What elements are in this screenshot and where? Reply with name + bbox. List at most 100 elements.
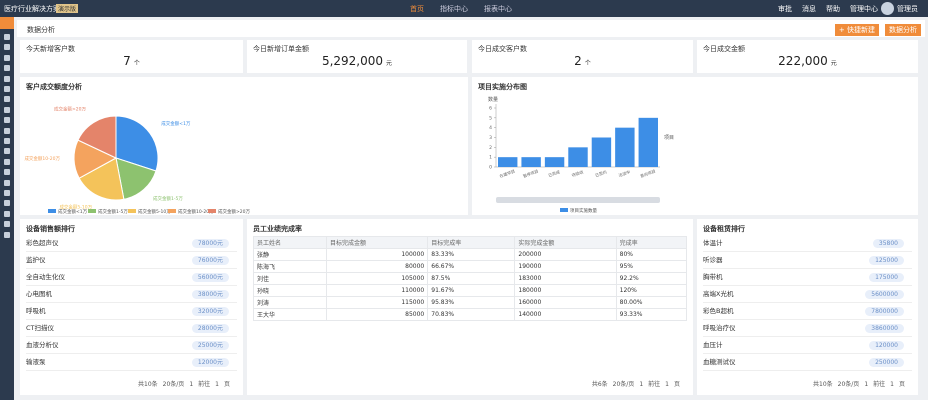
x-tick-label: 意向项目	[639, 168, 656, 179]
pager-item: 1	[864, 381, 868, 388]
kpi-card: 今天新增客户数7个	[20, 40, 243, 73]
pager-item: 前往	[648, 381, 660, 388]
pager[interactable]: 共6条20条/页1前往1页	[592, 379, 685, 388]
pager-item: 1	[215, 381, 219, 388]
slice-label: 成交金额10-20万	[24, 155, 60, 162]
pie-panel: 客户成交额度分析 成交金额<1万成交金额<1万成交金额1-5万成交金额1-5万成…	[20, 77, 468, 215]
column-header: 实际完成金额	[515, 237, 616, 249]
item-name: 彩色超声仪	[26, 239, 59, 247]
list-row: 心电图机38000元	[26, 286, 237, 303]
item-value: 78000元	[192, 239, 229, 248]
item-value: 5600000	[865, 290, 904, 299]
item-value: 12000元	[192, 358, 229, 367]
action[interactable]: 帮助	[826, 4, 840, 14]
kpi-value-wrap: 222,000元	[697, 54, 918, 68]
action[interactable]: 消息	[802, 4, 816, 14]
item-name: 监护仪	[26, 256, 46, 264]
sidebar-icon	[4, 169, 10, 175]
cell: 87.5%	[428, 273, 515, 285]
table-row: 刘佳10500087.5%18300092.2%	[254, 273, 687, 285]
sidebar	[0, 17, 14, 400]
bar	[568, 147, 587, 167]
item-name: 胸带机	[703, 273, 723, 281]
sidebar-icon	[4, 86, 10, 92]
cell: 80.00%	[616, 297, 686, 309]
button[interactable]: 数据分析	[885, 24, 921, 36]
panel-title: 设备销售额排行	[26, 224, 75, 234]
pager-item: 页	[674, 381, 680, 388]
badge: 演示版	[56, 4, 78, 13]
nav-item[interactable]: 首页	[410, 4, 424, 14]
pager[interactable]: 共10条20条/页1前往1页	[813, 379, 910, 388]
list-row: 呼吸治疗仪 3860000	[703, 320, 912, 337]
kpi-unit: 个	[585, 60, 591, 67]
pager-item: 20条/页	[838, 381, 860, 388]
bar	[545, 157, 564, 167]
kpi-label: 今天新增客户数	[26, 44, 75, 54]
cell: 80%	[616, 249, 686, 261]
pager[interactable]: 共10条20条/页1前往1页	[138, 379, 235, 388]
item-name: CT扫描仪	[26, 324, 54, 332]
pager-item: 1	[665, 381, 669, 388]
item-value: 3860000	[865, 324, 904, 333]
list-row: 血压计120000	[703, 337, 912, 354]
kpi-value-wrap: 2个	[472, 54, 693, 68]
button[interactable]: + 快捷新建	[835, 24, 879, 36]
sidebar-icon	[4, 221, 10, 227]
pager-item: 前往	[198, 381, 210, 388]
list-row: 高端X光机 5600000	[703, 286, 912, 303]
sidebar-icon	[4, 65, 10, 71]
cell: 160000	[515, 297, 616, 309]
list-row: 血液分析仪25000元	[26, 337, 237, 354]
cell: 100000	[327, 249, 428, 261]
legend-swatch	[48, 209, 56, 213]
y-tick-label: 6	[489, 106, 492, 112]
avatar[interactable]	[881, 2, 894, 15]
item-value: 25000元	[192, 341, 229, 350]
list-row: 彩色B超机7800000	[703, 303, 912, 320]
nav: 首页 指标中心 报表中心	[410, 4, 512, 14]
bar	[639, 118, 658, 167]
item-name: 呼吸治疗仪	[703, 324, 736, 332]
slice-label: 成交金额5-10万	[59, 204, 92, 211]
x-tick-label: 在建项目	[498, 168, 515, 179]
sidebar-icon	[4, 211, 10, 217]
x-tick-label: 已签约	[594, 168, 607, 178]
column-header: 目标完成金额	[327, 237, 428, 249]
action[interactable]: 管理中心	[850, 4, 878, 14]
cell: 95%	[616, 261, 686, 273]
sidebar-active[interactable]	[0, 17, 14, 29]
bar-panel: 项目实施分布图 0123456数量项目在建项目暂停项目已完成待验收已签约洽谈中意…	[472, 77, 918, 215]
slice-label: 成交金额1-5万	[153, 195, 183, 202]
x-tick-label: 洽谈中	[618, 168, 631, 178]
panel-title: 员工业绩完成率	[253, 224, 302, 234]
cell: 70.83%	[428, 309, 515, 321]
item-value: 38000元	[192, 290, 229, 299]
bar	[592, 138, 611, 168]
y-tick-label: 0	[489, 165, 492, 171]
kpi-label: 今日新增订单金额	[253, 44, 309, 54]
nav-item[interactable]: 指标中心	[440, 4, 468, 14]
pager-item: 共10条	[138, 381, 158, 388]
cell: 95.83%	[428, 297, 515, 309]
item-name: 高端X光机	[703, 290, 733, 298]
item-name: 呼吸机	[26, 307, 46, 315]
kpi-unit: 元	[831, 60, 837, 67]
pager-item: 1	[639, 381, 643, 388]
item-name: 血压计	[703, 341, 723, 349]
item-value: 56000元	[192, 273, 229, 282]
user[interactable]: 管理员	[897, 4, 918, 14]
item-value: 125000	[869, 256, 904, 265]
slice-label: 成交金额>20万	[54, 106, 86, 113]
kpi-value: 7	[123, 54, 131, 68]
pager-item: 页	[899, 381, 905, 388]
nav-item[interactable]: 报表中心	[484, 4, 512, 14]
item-name: 输液泵	[26, 358, 46, 366]
tab[interactable]: 数据分析	[27, 25, 55, 35]
cell: 张静	[254, 249, 327, 261]
action[interactable]: 审批	[778, 4, 792, 14]
item-value: 250000	[869, 358, 904, 367]
rent-panel: 设备租赁排行体温计35800听诊器125000胸带机175000高端X光机560…	[697, 219, 918, 395]
table-row: 陈海飞8000066.67%19000095%	[254, 261, 687, 273]
